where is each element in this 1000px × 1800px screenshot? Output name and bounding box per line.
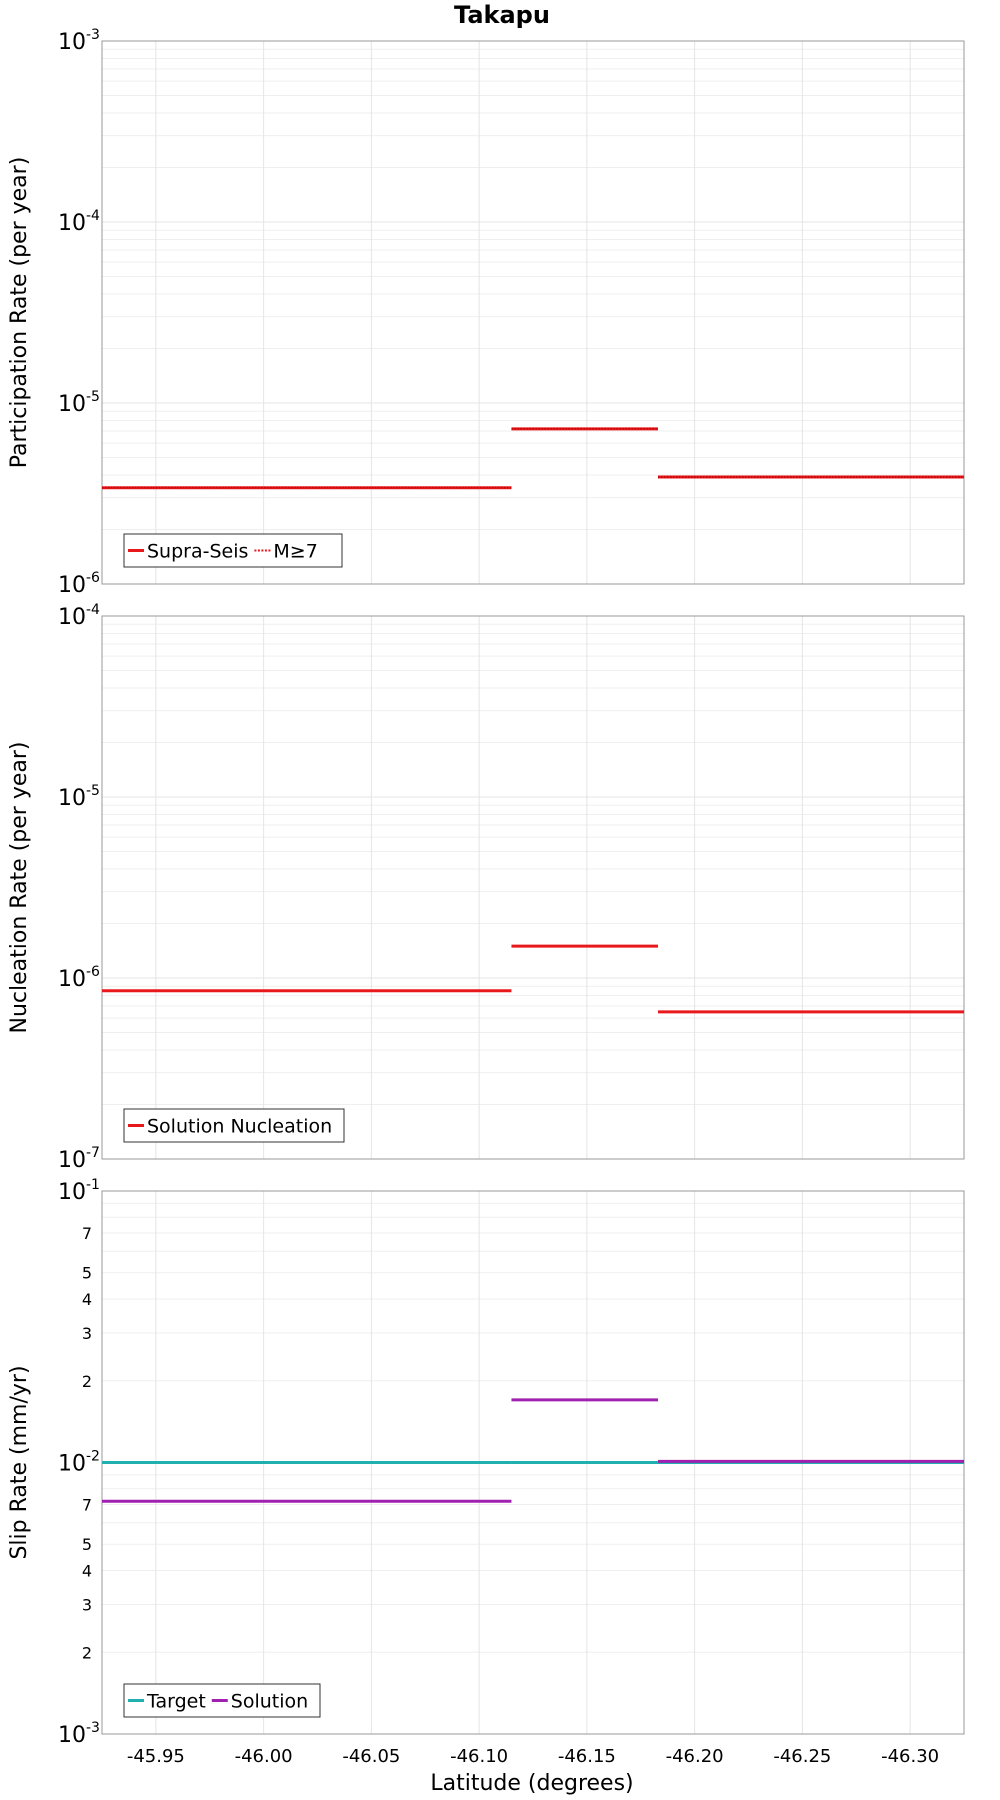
y-minor-tick-label: 4 [82,1562,92,1581]
legend-label: Supra-Seis [147,541,248,563]
y-axis-label: Nucleation Rate (per year) [7,742,32,1034]
legend-box [123,1108,345,1143]
y-tick-label: 10-2 [58,1449,100,1477]
x-tick-label: -45.95 [127,1746,185,1767]
legend-label: Solution Nucleation [147,1116,332,1138]
x-tick-label: -46.10 [450,1746,508,1767]
legend: Supra-Seis M≥7 [123,533,343,568]
y-minor-tick-label: 2 [82,1643,92,1662]
legend: Solution Nucleation [123,1108,345,1143]
plot-frame [101,615,965,1160]
legend-label: Target [146,1691,206,1713]
y-axis-label: Slip Rate (mm/yr) [7,1365,32,1559]
x-axis-label: Latitude (degrees) [430,1771,633,1796]
y-tick-label: 10-3 [58,27,100,55]
y-minor-tick-label: 5 [82,1535,92,1554]
y-tick-label: 10-6 [58,570,100,598]
y-tick-label: 10-6 [58,964,100,992]
legend-box [123,533,343,568]
y-tick-label: 10-5 [58,389,100,417]
y-tick-label: 10-1 [58,1177,100,1205]
chart-panel-2: 10-7 10-6 10-5 10-4 Nucleation Rate (per yea… [7,602,965,1173]
legend: Target Solution [123,1683,321,1718]
y-tick-label: 10-4 [58,208,100,236]
chart-panel-1: 10-6 10-5 10-4 10-3 Participation Rate (per … [7,27,965,598]
y-tick-label: 10-5 [58,783,100,811]
x-tick-label: -46.20 [666,1746,724,1767]
y-tick-label: 10-7 [58,1145,100,1173]
x-tick-label: -46.15 [558,1746,616,1767]
y-minor-tick-label: 5 [82,1264,92,1283]
x-tick-label: -46.30 [881,1746,939,1767]
x-tick-label: -46.05 [342,1746,400,1767]
x-tick-label: -46.25 [773,1746,831,1767]
chart-panel-3: 10-3 10-2 10-1 2 3 4 5 7 2 3 4 5 7 -45.95 -46.00 -46.05… [7,1177,965,1767]
y-minor-tick-label: 3 [82,1595,92,1614]
chart-title: Takapu [454,1,550,29]
y-axis-label: Participation Rate (per year) [7,157,32,469]
y-tick-label: 10-3 [58,1720,100,1748]
legend-label: Solution [231,1691,308,1713]
y-minor-tick-label: 4 [82,1290,92,1309]
y-tick-label: 10-4 [58,602,100,630]
y-minor-tick-label: 7 [82,1496,92,1515]
y-minor-tick-label: 2 [82,1372,92,1391]
y-minor-tick-label: 7 [82,1224,92,1243]
y-minor-tick-label: 3 [82,1324,92,1343]
chart-panels: 10-6 10-5 10-4 10-3 Participation Rate (per … [7,27,965,1767]
legend-label: M≥7 [273,541,317,563]
x-tick-label: -46.00 [235,1746,293,1767]
plot-frame [101,40,965,585]
